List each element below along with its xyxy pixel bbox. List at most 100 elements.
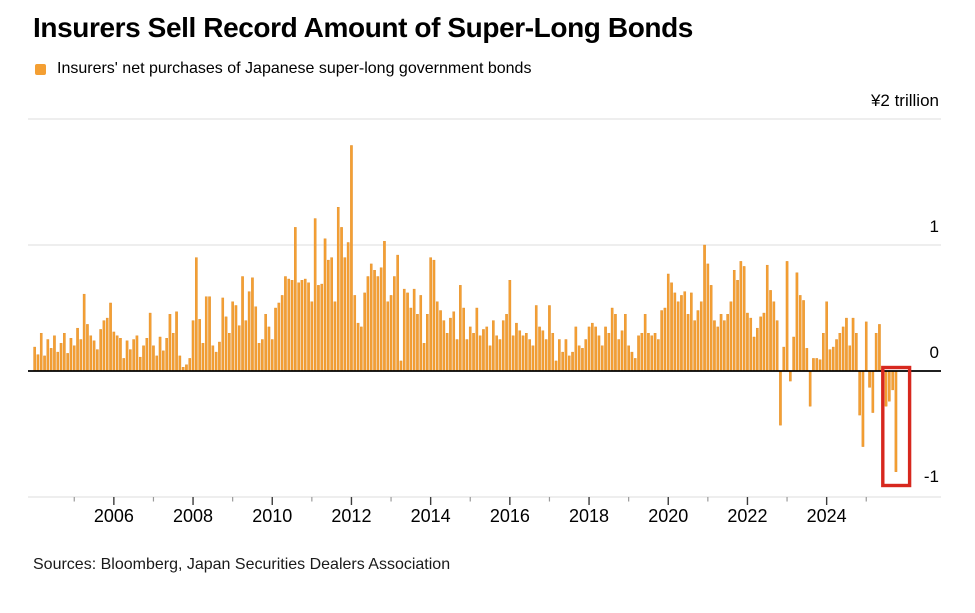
bar [82,293,86,372]
bar [211,345,215,372]
bar [53,335,56,372]
bar [72,345,76,372]
bar [218,341,221,372]
bar [511,335,515,372]
x-axis-year-label: 2012 [331,506,372,526]
bar [69,338,73,372]
bar [528,339,531,372]
bar [726,314,729,372]
bar [49,348,53,372]
bar [752,336,756,372]
bar [828,349,832,372]
bar [247,291,251,372]
bar [56,351,60,372]
bar [848,345,852,372]
x-axis-year-label: 2020 [648,506,689,526]
bar [422,343,426,372]
bar [356,322,360,372]
bar [102,320,106,372]
bar [92,340,96,372]
bar [221,297,225,372]
bar [63,333,66,372]
bar [765,264,769,372]
bar [495,335,498,372]
bar [607,333,611,372]
bar [670,282,673,372]
bar [818,359,822,372]
bar [237,325,241,372]
bar [234,305,238,372]
bar [76,327,79,372]
bar [168,314,172,372]
bar [442,320,446,372]
bar [300,280,304,372]
bar [831,346,835,372]
bar [673,292,677,372]
bar [435,301,439,372]
bar [525,333,528,372]
bar [152,345,155,372]
bar [465,339,469,372]
bar [891,370,894,391]
x-axis-year-label: 2008 [173,506,214,526]
bar [393,276,396,372]
bar [732,270,736,372]
bar [858,370,861,416]
bar [746,312,749,372]
x-axis-year-label: 2022 [727,506,768,526]
bar [653,333,657,372]
bar [145,338,149,372]
bar [693,320,696,372]
bar [478,335,482,372]
bar [270,339,274,372]
bar [723,320,726,372]
bar [703,244,706,372]
bar [297,282,300,372]
bar [577,345,581,372]
bar [112,331,116,372]
bar [109,302,112,372]
bar [564,339,568,372]
bar [129,349,132,372]
bar [419,295,423,372]
bar [261,339,264,372]
bar [360,326,363,372]
bar [795,272,799,372]
bar [336,206,340,372]
bar [290,280,294,372]
bar [633,358,637,372]
bar [402,288,406,372]
bar [825,301,828,372]
bar [657,339,660,372]
bar [558,339,561,372]
bar [894,370,898,473]
bar [676,301,680,372]
bar [412,288,416,372]
bar [353,295,357,372]
bar [330,257,333,372]
bar [59,343,63,372]
bar [396,254,399,372]
bar [805,348,809,372]
y-axis-tick-minus1: -1 [923,467,939,486]
bar [409,307,413,372]
bar [373,270,376,372]
bar [574,326,578,372]
bar [201,343,205,372]
bar [445,333,449,372]
bar [228,333,231,372]
bar [185,364,188,372]
bar [386,301,390,372]
bar [165,338,168,372]
bar [191,320,195,372]
bar [188,358,192,372]
bar [521,335,525,372]
bar [96,349,99,372]
bar [739,261,743,372]
bar [376,276,380,372]
x-axis-year-label: 2014 [410,506,451,526]
bar [132,339,135,372]
bar [594,326,597,372]
x-axis-labels: 2006 2008 2010 2012 2014 2016 2018 2020 2022 2024 [0,507,975,531]
